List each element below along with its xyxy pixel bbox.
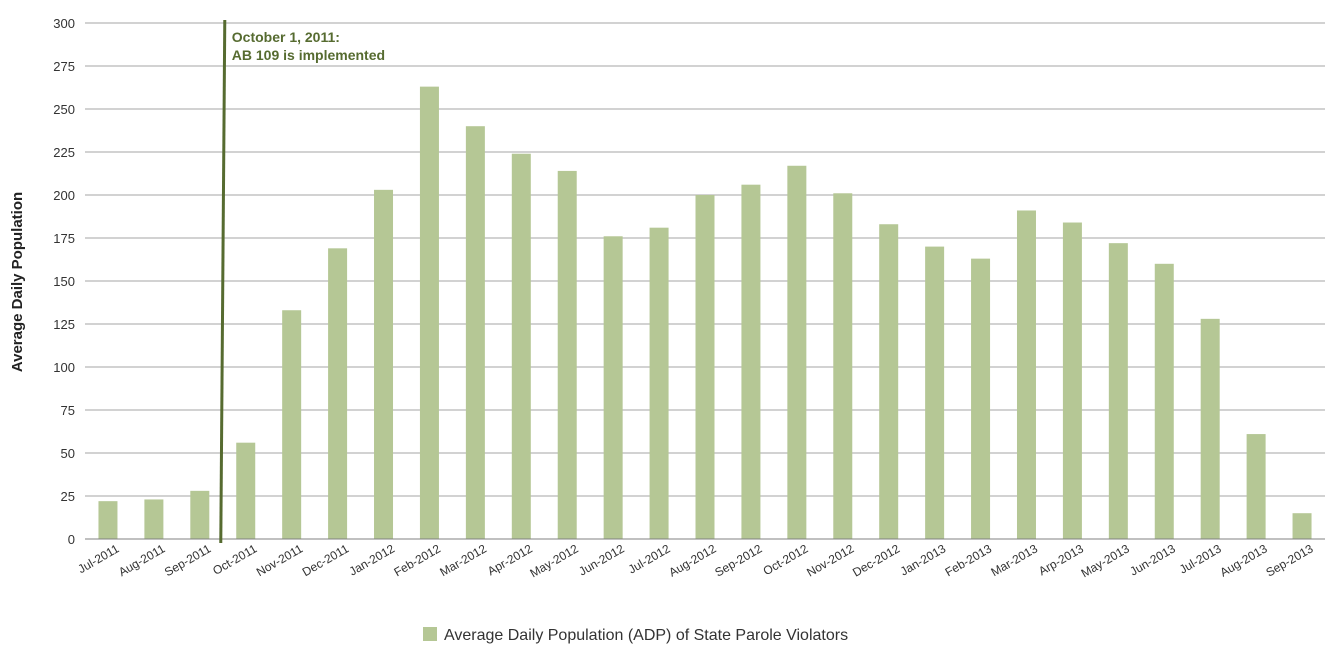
bar-may-2012 xyxy=(557,170,577,540)
x-tick-label: Oct-2012 xyxy=(761,541,811,578)
legend-label: Average Daily Population (ADP) of State … xyxy=(444,627,848,644)
x-tick-label: Jan-2012 xyxy=(347,541,398,578)
x-tick-label: Feb-2012 xyxy=(391,541,443,579)
x-tick-label: Jun-2013 xyxy=(1127,541,1178,578)
bar-jun-2012 xyxy=(603,236,623,539)
y-tick-label: 225 xyxy=(53,145,75,160)
x-tick-label: May-2012 xyxy=(527,541,580,580)
x-tick-label: Arp-2013 xyxy=(1036,541,1086,578)
legend: Average Daily Population (ADP) of State … xyxy=(423,627,848,644)
bar-jul-2012 xyxy=(649,227,669,539)
bar-mar-2012 xyxy=(465,126,485,539)
x-tick-label: Jun-2012 xyxy=(576,541,627,578)
bar-apr-2012 xyxy=(511,153,531,539)
bar-feb-2013 xyxy=(971,258,991,539)
bars xyxy=(98,86,1312,540)
x-tick-label: Sep-2013 xyxy=(1263,541,1315,579)
x-tick-label: Apr-2012 xyxy=(485,541,535,578)
y-tick-label: 175 xyxy=(53,231,75,246)
bar-sep-2011 xyxy=(190,490,210,539)
x-tick-label: Mar-2012 xyxy=(437,541,489,579)
x-tick-label: Jul-2013 xyxy=(1177,541,1224,576)
y-tick-label: 25 xyxy=(61,489,75,504)
y-tick-label: 300 xyxy=(53,16,75,31)
bar-nov-2012 xyxy=(833,193,853,539)
x-tick-label: Nov-2011 xyxy=(254,541,306,579)
legend-swatch xyxy=(423,627,437,641)
bar-dec-2011 xyxy=(328,248,348,539)
y-tick-label: 150 xyxy=(53,274,75,289)
y-tick-label: 250 xyxy=(53,102,75,117)
bar-jan-2012 xyxy=(374,189,394,539)
x-axis-ticks: Jul-2011Aug-2011Sep-2011Oct-2011Nov-2011… xyxy=(75,541,1315,580)
y-tick-label: 275 xyxy=(53,59,75,74)
x-tick-label: Oct-2011 xyxy=(210,541,259,578)
y-tick-label: 0 xyxy=(68,532,75,547)
x-tick-label: Mar-2013 xyxy=(989,541,1041,579)
bar-dec-2012 xyxy=(879,224,899,540)
bar-mar-2013 xyxy=(1016,210,1036,540)
x-tick-label: Aug-2012 xyxy=(666,541,718,579)
x-tick-label: Aug-2011 xyxy=(116,541,168,579)
x-tick-label: Jul-2012 xyxy=(626,541,673,576)
y-tick-label: 200 xyxy=(53,188,75,203)
x-tick-label: May-2013 xyxy=(1079,541,1132,580)
bar-jul-2013 xyxy=(1200,318,1220,539)
bar-may-2013 xyxy=(1108,243,1128,539)
x-tick-label: Nov-2012 xyxy=(804,541,856,579)
y-tick-label: 50 xyxy=(61,446,75,461)
annotation-line-2: AB 109 is implemented xyxy=(232,47,385,63)
bar-aug-2013 xyxy=(1246,434,1266,539)
bar-jun-2013 xyxy=(1154,263,1174,539)
y-tick-label: 75 xyxy=(61,403,75,418)
x-tick-label: Sep-2011 xyxy=(162,541,214,579)
bar-sep-2013 xyxy=(1292,513,1312,539)
x-tick-label: Aug-2013 xyxy=(1218,541,1270,579)
y-axis-label: Average Daily Population xyxy=(9,192,26,372)
y-axis-ticks: 0 25 50 75 100 125 150 175 200 225 250 275 300 xyxy=(53,16,75,547)
bar-nov-2011 xyxy=(282,310,302,539)
x-tick-label: Jan-2013 xyxy=(898,541,949,578)
x-tick-label: Dec-2012 xyxy=(850,541,902,579)
bar-sep-2012 xyxy=(741,184,761,539)
bar-arp-2013 xyxy=(1062,222,1082,539)
bar-feb-2012 xyxy=(419,86,439,539)
bar-oct-2011 xyxy=(236,442,256,539)
x-tick-label: Feb-2013 xyxy=(943,541,995,579)
y-tick-label: 100 xyxy=(53,360,75,375)
x-tick-label: Dec-2011 xyxy=(300,541,352,579)
x-tick-label: Jul-2011 xyxy=(75,541,121,576)
annotation-line-1: October 1, 2011: xyxy=(232,29,340,45)
bar-oct-2012 xyxy=(787,165,807,539)
y-tick-label: 125 xyxy=(53,317,75,332)
bar-aug-2012 xyxy=(695,195,715,539)
bar-jul-2011 xyxy=(98,501,118,539)
bar-jan-2013 xyxy=(925,246,945,539)
x-tick-label: Sep-2012 xyxy=(712,541,764,579)
bar-aug-2011 xyxy=(144,499,164,539)
implementation-marker-line xyxy=(219,19,227,544)
